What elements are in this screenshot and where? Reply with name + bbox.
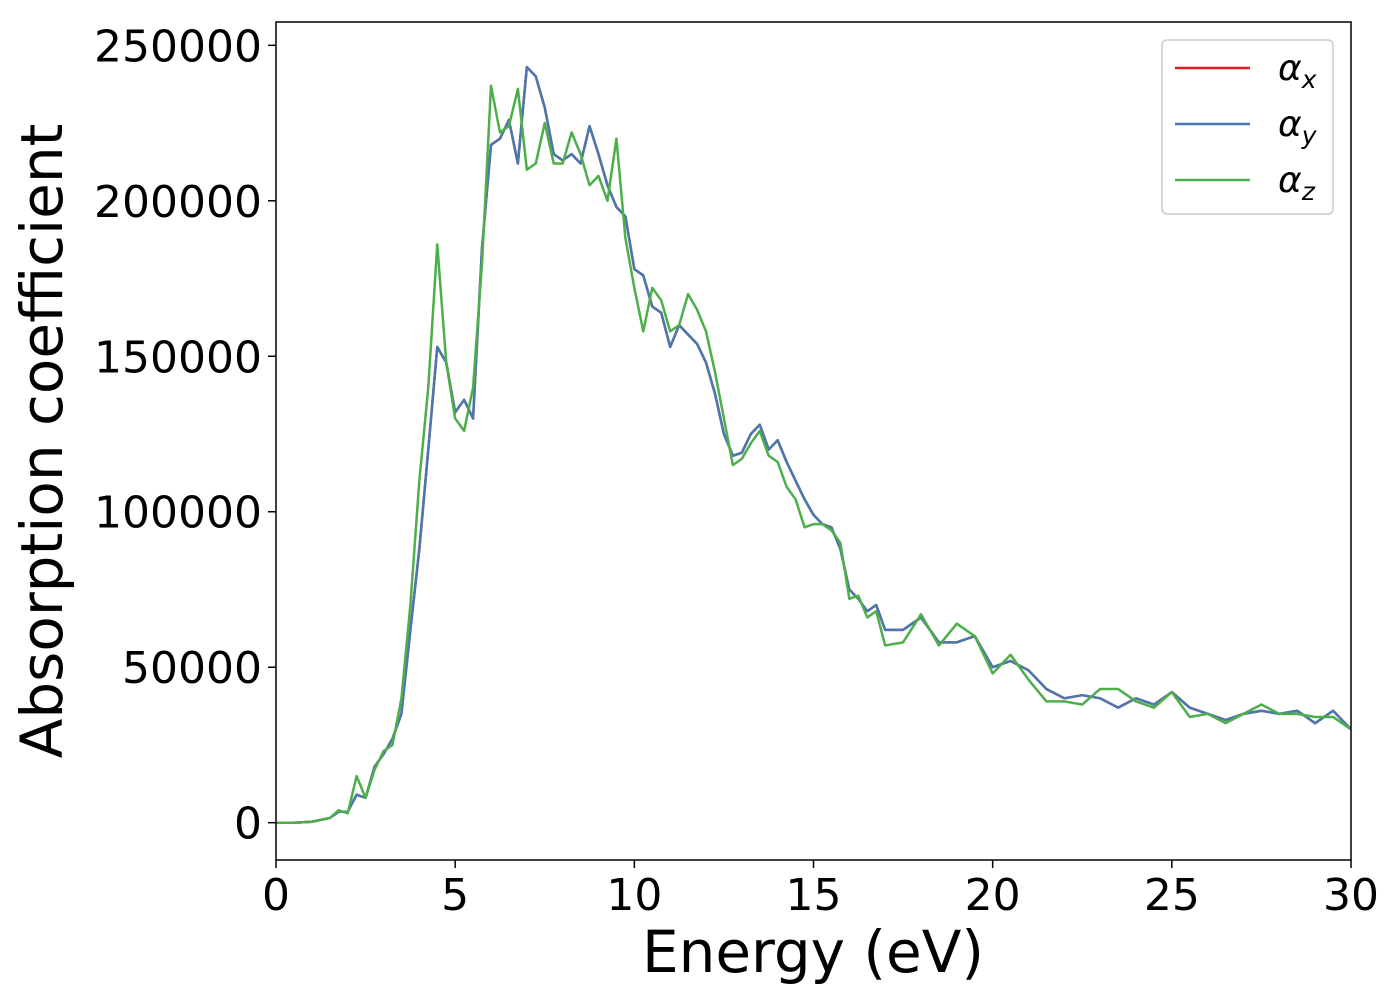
series-line — [276, 65, 1351, 824]
y-axis-label: Absorption coefficient — [8, 124, 76, 759]
x-tick-label: 5 — [441, 870, 469, 921]
x-tick-label: 15 — [786, 870, 842, 921]
legend-box — [1161, 39, 1334, 215]
legend-label: αy — [1278, 104, 1318, 150]
y-tick-label: 150000 — [94, 332, 262, 383]
x-tick-label: 20 — [965, 870, 1021, 921]
y-tick-label: 250000 — [94, 21, 262, 72]
x-axis-label: Energy (eV) — [642, 918, 984, 986]
y-tick-label: 200000 — [94, 177, 262, 228]
x-tick-label: 30 — [1323, 870, 1379, 921]
x-tick-label: 10 — [606, 870, 662, 921]
y-tick-label: 50000 — [122, 643, 262, 694]
y-tick-label: 100000 — [94, 488, 262, 539]
legend-label: αx — [1278, 48, 1317, 94]
series-line — [276, 84, 1351, 824]
y-tick-label: 0 — [234, 799, 262, 850]
legend-label: αz — [1278, 160, 1316, 206]
plot-frame — [275, 21, 1352, 861]
x-tick-label: 0 — [262, 870, 290, 921]
x-tick-label: 25 — [1144, 870, 1200, 921]
